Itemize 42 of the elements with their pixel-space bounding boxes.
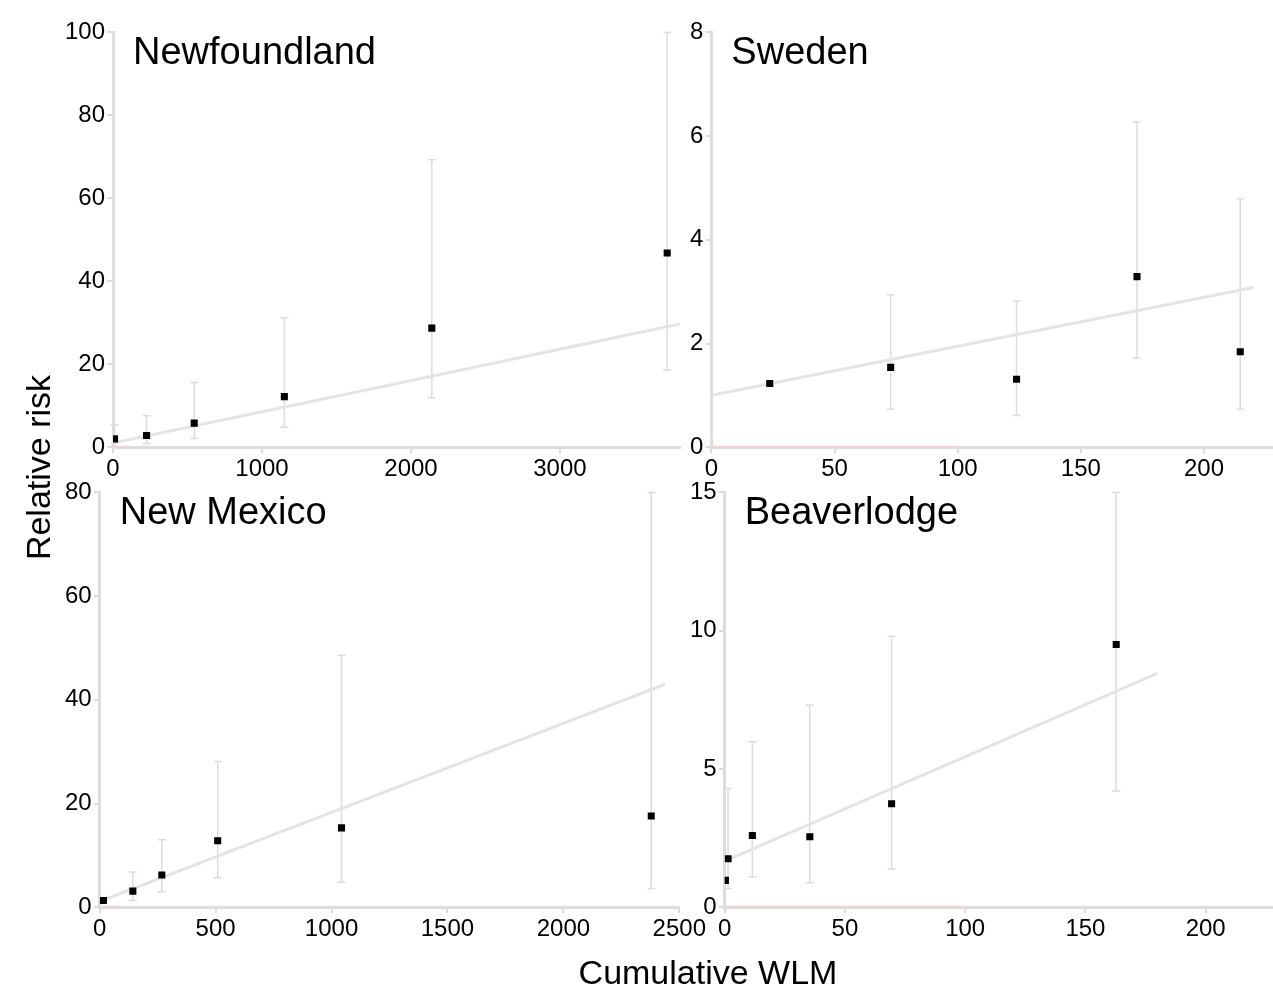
y-tick-label: 20: [64, 788, 92, 816]
y-tick-label: 10: [689, 615, 717, 643]
x-tick-label: 2000: [536, 914, 591, 942]
y-tick-label: 80: [78, 99, 106, 127]
x-tick-label: 2500: [652, 914, 706, 942]
y-tick-label: 6: [689, 120, 704, 148]
chart-title: Newfoundland: [133, 29, 377, 72]
y-tick-label: 4: [689, 224, 704, 252]
x-tick-label: 1000: [304, 914, 359, 942]
y-tick-label: 8: [689, 17, 704, 45]
x-tick-label: 1500: [420, 914, 475, 942]
x-tick-label: 2000: [384, 454, 438, 482]
y-tick-label: 0: [689, 431, 704, 459]
y-tick-label: 15: [689, 477, 717, 505]
x-tick-label: 500: [195, 914, 236, 942]
chart-title: Beaverlodge: [744, 489, 959, 532]
x-axis-title: Cumulative WLM: [577, 953, 839, 992]
y-tick-label: 60: [64, 580, 92, 608]
y-tick-label: 40: [78, 265, 106, 293]
x-tick-label: 100: [945, 914, 986, 942]
x-tick-label: 150: [1060, 454, 1101, 482]
y-tick-label: 0: [78, 891, 92, 919]
x-tick-label: 100: [937, 454, 978, 482]
x-tick-label: 1000: [235, 454, 289, 482]
y-tick-label: 80: [64, 477, 92, 505]
chart-title: New Mexico: [119, 489, 327, 532]
y-tick-label: 60: [78, 182, 106, 210]
y-tick-label: 0: [703, 891, 717, 919]
x-tick-label: 200: [1185, 914, 1226, 942]
y-tick-label: 40: [64, 684, 92, 712]
y-tick-label: 100: [65, 17, 106, 45]
y-tick-label: 5: [703, 753, 717, 781]
x-tick-label: 50: [831, 914, 859, 942]
x-tick-label: 150: [1065, 914, 1106, 942]
x-tick-label: 50: [821, 454, 848, 482]
y-tick-label: 20: [78, 348, 106, 376]
y-axis-title: Relative risk: [18, 373, 58, 563]
y-tick-label: 0: [91, 431, 106, 459]
x-tick-label: 3000: [533, 454, 587, 482]
chart-title: Sweden: [731, 29, 869, 72]
x-tick-label: 200: [1184, 454, 1225, 482]
y-tick-label: 2: [689, 328, 704, 356]
